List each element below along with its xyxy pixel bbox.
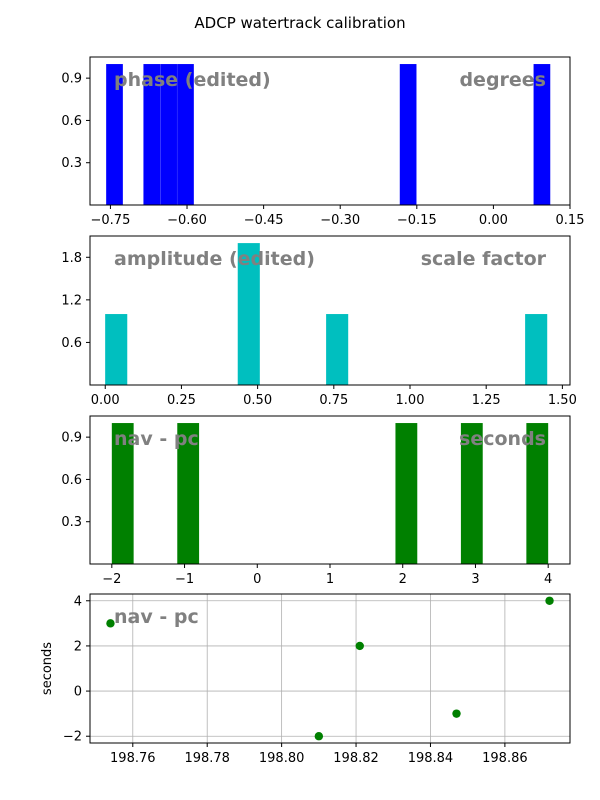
x-tick-label: −0.60: [167, 213, 207, 228]
histogram-bar: [533, 64, 551, 205]
y-tick-label: 0.9: [61, 431, 82, 446]
scatter-point: [545, 596, 554, 605]
scatter-point: [355, 641, 364, 651]
histogram-bar: [106, 64, 123, 205]
y-tick-label: 1.2: [61, 293, 82, 308]
amplitude-histogram-panel: 0.00 0.25 0.50 0.75 1.00 1.25 1.50 0.6 1.2 1.8 amp…: [61, 235, 577, 408]
x-tick-label: 198.80: [259, 751, 305, 766]
panel-label-right: seconds: [459, 428, 546, 450]
histogram-bar: [395, 423, 418, 564]
x-tick-label: 4: [544, 572, 552, 587]
x-tick-label: 1.00: [396, 393, 425, 408]
nav-pc-histogram-panel: −2 −1 0 1 2 3 4 0.3 0.6 0.9 nav - pc seconds: [61, 415, 571, 587]
y-tick-label: 0.3: [61, 515, 82, 530]
x-tick-label: 0.00: [479, 213, 508, 228]
y-tick-label: 0.3: [61, 156, 82, 171]
y-tick-label: 0: [74, 685, 82, 700]
histogram-bar: [111, 423, 134, 564]
histogram-bar: [399, 64, 417, 205]
y-tick-label: 4: [74, 594, 82, 609]
axes-frame: [89, 56, 571, 206]
y-tick-label: 0.6: [61, 473, 82, 488]
y-tick-label: 0.9: [61, 72, 82, 87]
y-tick-label: 0.6: [61, 114, 82, 129]
x-tick-label: 0.00: [91, 393, 120, 408]
histogram-bar: [237, 243, 260, 385]
panel-label-left: phase (edited): [114, 69, 271, 91]
histogram-bar: [526, 423, 549, 564]
y-axis-label: seconds: [40, 642, 55, 695]
x-tick-label: 198.86: [482, 751, 528, 766]
y-tick-label: 2: [74, 639, 82, 654]
x-tick-label: 1.25: [472, 393, 501, 408]
x-tick-label: −0.15: [397, 213, 437, 228]
x-tick-label: 1.50: [548, 393, 577, 408]
figure-title: ADCP watertrack calibration: [194, 14, 405, 32]
histogram-bar: [143, 64, 161, 205]
y-tick-label: 1.8: [61, 251, 82, 266]
histogram-bar: [525, 314, 548, 385]
x-tick-label: −0.45: [244, 213, 284, 228]
x-tick-label: 0.50: [243, 393, 272, 408]
histogram-bar: [326, 314, 349, 385]
x-tick-label: 3: [471, 572, 479, 587]
histogram-bar: [460, 423, 483, 564]
scatter-point: [452, 709, 461, 718]
x-tick-label: 0: [253, 572, 261, 587]
histogram-bar: [160, 64, 177, 205]
x-tick-label: 198.84: [408, 751, 454, 766]
x-tick-label: −0.30: [320, 213, 360, 228]
histogram-bar: [177, 64, 194, 205]
y-tick-label: −2: [63, 730, 82, 745]
x-tick-label: −0.75: [91, 213, 131, 228]
panel-label-right: degrees: [459, 69, 546, 91]
x-tick-label: 198.82: [333, 751, 379, 766]
nav-pc-scatter-panel: 198.76 198.78 198.80 198.82 198.84 198.86 −2 0 2…: [40, 593, 571, 766]
x-tick-label: 2: [399, 572, 407, 587]
x-tick-label: 1: [326, 572, 334, 587]
x-tick-label: 0.15: [556, 213, 585, 228]
panel-label-left: nav - pc: [114, 428, 199, 450]
panel-label-left: amplitude (edited): [114, 248, 315, 270]
histogram-bar: [105, 314, 128, 385]
scatter-point: [106, 619, 115, 628]
axes-frame: [89, 593, 571, 744]
axes-frame: [89, 235, 571, 386]
histogram-bar: [177, 423, 200, 564]
x-tick-label: −2: [102, 572, 121, 587]
scatter-point: [314, 732, 324, 741]
x-tick-label: 198.78: [184, 751, 230, 766]
panel-label-right: scale factor: [421, 248, 547, 270]
x-tick-label: 0.25: [167, 393, 196, 408]
y-tick-label: 0.6: [61, 336, 82, 351]
x-tick-label: 0.75: [319, 393, 348, 408]
x-tick-label: 198.76: [110, 751, 156, 766]
panel-label-left: nav - pc: [114, 606, 199, 628]
phase-histogram-panel: −0.75 −0.60 −0.45 −0.30 −0.15 0.00 0.15 0.3 0.6 0…: [61, 56, 585, 228]
x-tick-label: −1: [175, 572, 194, 587]
